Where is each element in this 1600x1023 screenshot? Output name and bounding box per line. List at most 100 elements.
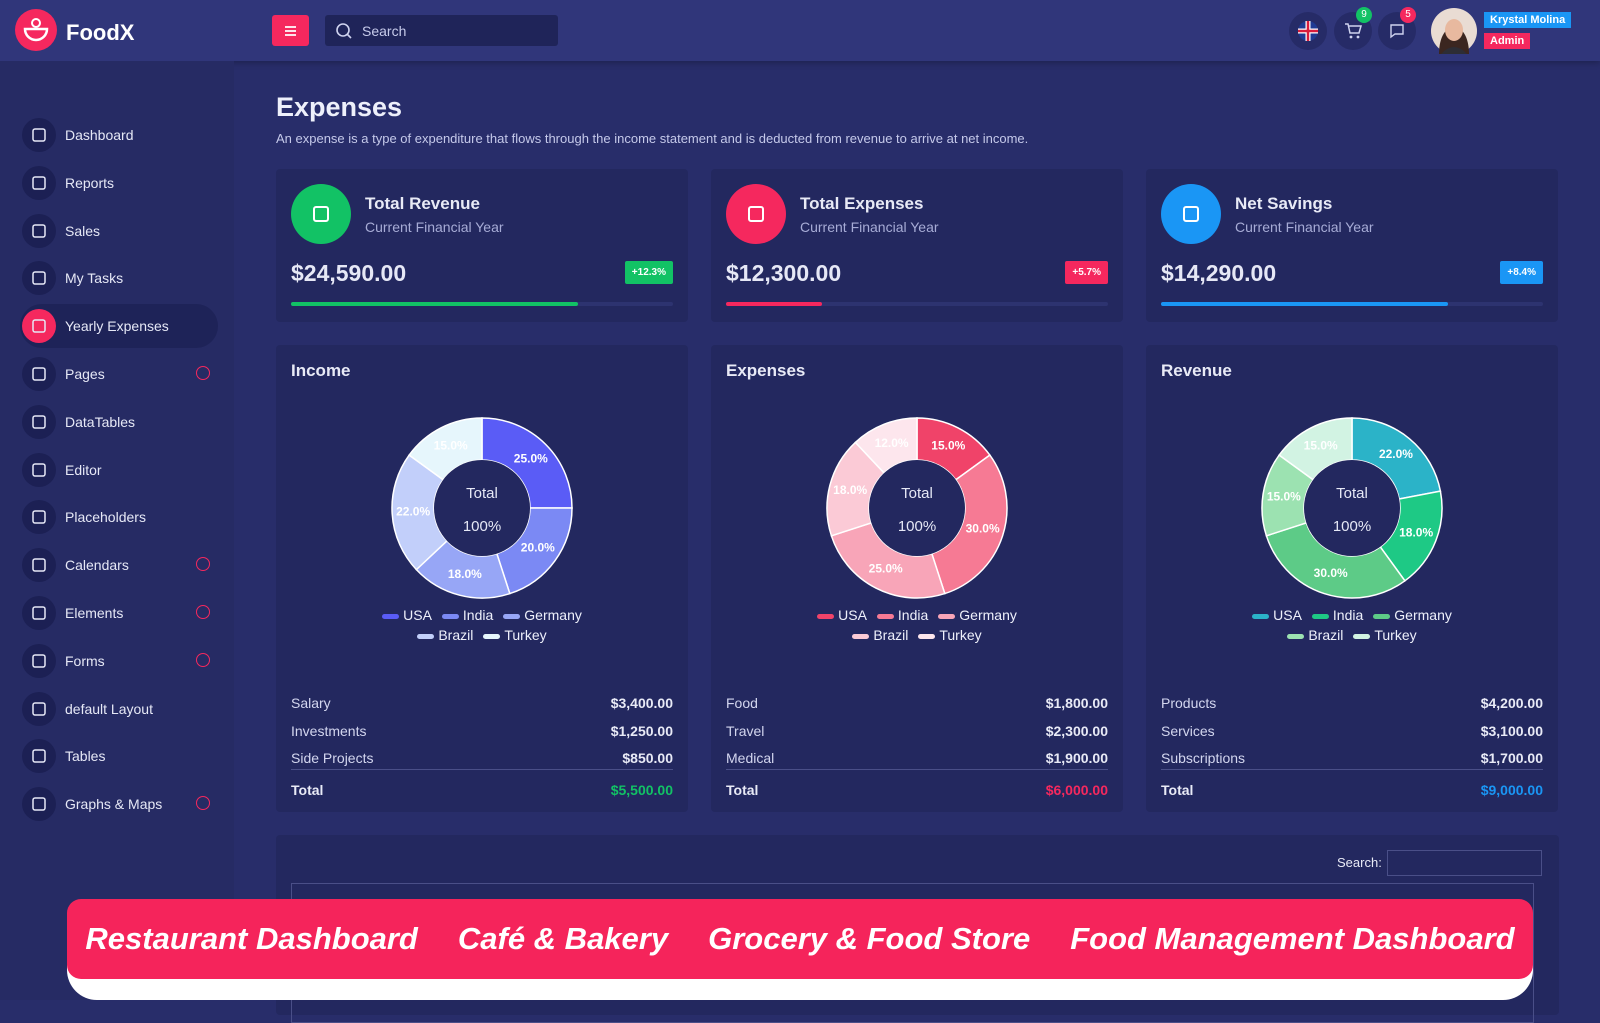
summary-amount: $14,290.00 bbox=[1161, 260, 1277, 286]
nav-item[interactable]: Pages bbox=[20, 352, 218, 396]
segment-label: 22.0% bbox=[1379, 447, 1413, 461]
legend-label: India bbox=[462, 607, 494, 623]
legend-item: Turkey bbox=[483, 627, 547, 643]
legend-swatch bbox=[1373, 613, 1391, 619]
nav-label: Placeholders bbox=[65, 509, 146, 526]
nav-item[interactable]: Editor bbox=[20, 448, 218, 492]
avatar[interactable] bbox=[1431, 8, 1477, 54]
legend-label: Germany bbox=[524, 607, 582, 623]
legend-item: Brazil bbox=[417, 627, 473, 643]
legend-label: India bbox=[1332, 607, 1364, 623]
legend-item: USA bbox=[1252, 607, 1302, 623]
nav-item[interactable]: Yearly Expenses bbox=[20, 304, 218, 349]
legend-swatch bbox=[1252, 613, 1270, 619]
legend: USA India Germany Brazil Turkey bbox=[1232, 607, 1472, 643]
summary-change: +5.7% bbox=[1065, 261, 1108, 284]
nav-glyph-shape bbox=[32, 176, 46, 190]
nav-label: Pages bbox=[65, 366, 105, 382]
chart-title: Expenses bbox=[726, 361, 806, 380]
legend-label: Turkey bbox=[504, 627, 547, 643]
cart-button[interactable]: 9 bbox=[1334, 7, 1372, 50]
banner-item: Food Management Dashboard bbox=[1070, 921, 1515, 956]
nav-label: Forms bbox=[65, 652, 105, 669]
donut-hole bbox=[1304, 460, 1400, 556]
nav-glyph bbox=[32, 462, 46, 477]
nav-icon bbox=[22, 261, 56, 296]
submenu-arrow bbox=[196, 652, 210, 667]
nav-icon bbox=[22, 787, 56, 822]
nav-glyph bbox=[32, 176, 46, 190]
nav-glyph-shape bbox=[32, 749, 46, 764]
breakdown-value: $1,800.00 bbox=[1045, 695, 1108, 711]
nav-item[interactable]: Placeholders bbox=[20, 495, 218, 539]
breakdown-row: Investments $1,250.00 bbox=[291, 723, 673, 739]
nav-item[interactable]: default Layout bbox=[20, 687, 218, 731]
breakdown-divider bbox=[726, 769, 1108, 770]
page-title: Expenses bbox=[276, 92, 403, 122]
menu-toggle[interactable] bbox=[272, 15, 309, 46]
breakdown-row: Salary $3,400.00 bbox=[291, 695, 673, 711]
nav-item[interactable]: Tables bbox=[20, 734, 218, 778]
nav-icon bbox=[22, 118, 56, 152]
summary-glyph-shape bbox=[1183, 206, 1199, 222]
table-search-input[interactable] bbox=[1387, 850, 1542, 876]
language-button[interactable] bbox=[1289, 12, 1327, 50]
nav-item[interactable]: DataTables bbox=[20, 400, 218, 444]
legend-item: India bbox=[876, 607, 928, 623]
legend-swatch bbox=[382, 613, 400, 619]
menu-icon bbox=[285, 26, 296, 36]
nav-glyph-shape bbox=[32, 415, 46, 429]
donut-hole bbox=[434, 460, 530, 556]
nav-label: Editor bbox=[65, 461, 102, 478]
legend-item: Germany bbox=[503, 607, 582, 623]
banner-item: Restaurant Dashboard bbox=[85, 921, 418, 956]
messages-button[interactable]: 5 bbox=[1378, 7, 1416, 50]
breakdown-label: Travel bbox=[726, 722, 765, 739]
legend-swatch bbox=[938, 613, 956, 619]
search-box[interactable]: Search bbox=[325, 15, 558, 46]
breakdown-label: Products bbox=[1161, 695, 1217, 711]
breakdown-label: Services bbox=[1161, 722, 1215, 739]
nav-glyph bbox=[32, 415, 46, 429]
total-value: $9,000.00 bbox=[1480, 782, 1543, 798]
nav-glyph bbox=[32, 367, 46, 381]
nav-glyph-shape bbox=[32, 319, 46, 333]
nav-glyph-shape bbox=[32, 271, 46, 286]
total-label: Total bbox=[1161, 782, 1194, 798]
sidebar: Dashboard Reports Sales My Tasks Yearly Expe… bbox=[0, 61, 234, 1000]
donut-chart: 15.0% 30.0% 25.0% 18.0% 12.0% Total 100% bbox=[826, 417, 1008, 599]
nav-label: Graphs & Maps bbox=[65, 796, 163, 813]
breakdown-total: Total $6,000.00 bbox=[726, 782, 1108, 798]
breakdown-value: $3,100.00 bbox=[1480, 722, 1543, 739]
summary-glyph bbox=[748, 206, 764, 222]
messages-badge: 5 bbox=[1400, 7, 1416, 23]
nav-icon bbox=[22, 596, 56, 630]
summary-card: Total Expenses Current Financial Year $12,… bbox=[711, 169, 1123, 322]
legend-label: Germany bbox=[959, 607, 1017, 623]
nav-item[interactable]: Dashboard bbox=[20, 113, 218, 157]
summary-card: Total Revenue Current Financial Year $24,5… bbox=[276, 169, 688, 322]
nav-label: Elements bbox=[65, 605, 124, 621]
nav-item[interactable]: Graphs & Maps bbox=[20, 782, 218, 826]
table-search-label: Search: bbox=[1337, 855, 1382, 870]
summary-title: Net Savings bbox=[1235, 194, 1333, 213]
center-value: 100% bbox=[898, 518, 936, 535]
nav-item[interactable]: Forms bbox=[20, 639, 218, 683]
progress-bar bbox=[726, 302, 822, 306]
legend-label: Brazil bbox=[1308, 627, 1344, 643]
nav-item[interactable]: Sales bbox=[20, 209, 218, 253]
legend-item: Turkey bbox=[918, 627, 982, 643]
legend-swatch bbox=[1287, 633, 1305, 639]
nav-item[interactable]: Reports bbox=[20, 161, 218, 205]
nav-glyph bbox=[32, 128, 46, 142]
chat-icon bbox=[1390, 24, 1404, 39]
nav-icon bbox=[22, 309, 56, 344]
center-value: 100% bbox=[1333, 518, 1371, 535]
nav-glyph-shape bbox=[32, 462, 46, 477]
segment-label: 25.0% bbox=[869, 562, 903, 576]
legend-swatch bbox=[417, 633, 435, 639]
nav-item[interactable]: My Tasks bbox=[20, 256, 218, 300]
breakdown-row: Products $4,200.00 bbox=[1161, 695, 1543, 711]
nav-item[interactable]: Elements bbox=[20, 591, 218, 635]
nav-item[interactable]: Calendars bbox=[20, 543, 218, 587]
